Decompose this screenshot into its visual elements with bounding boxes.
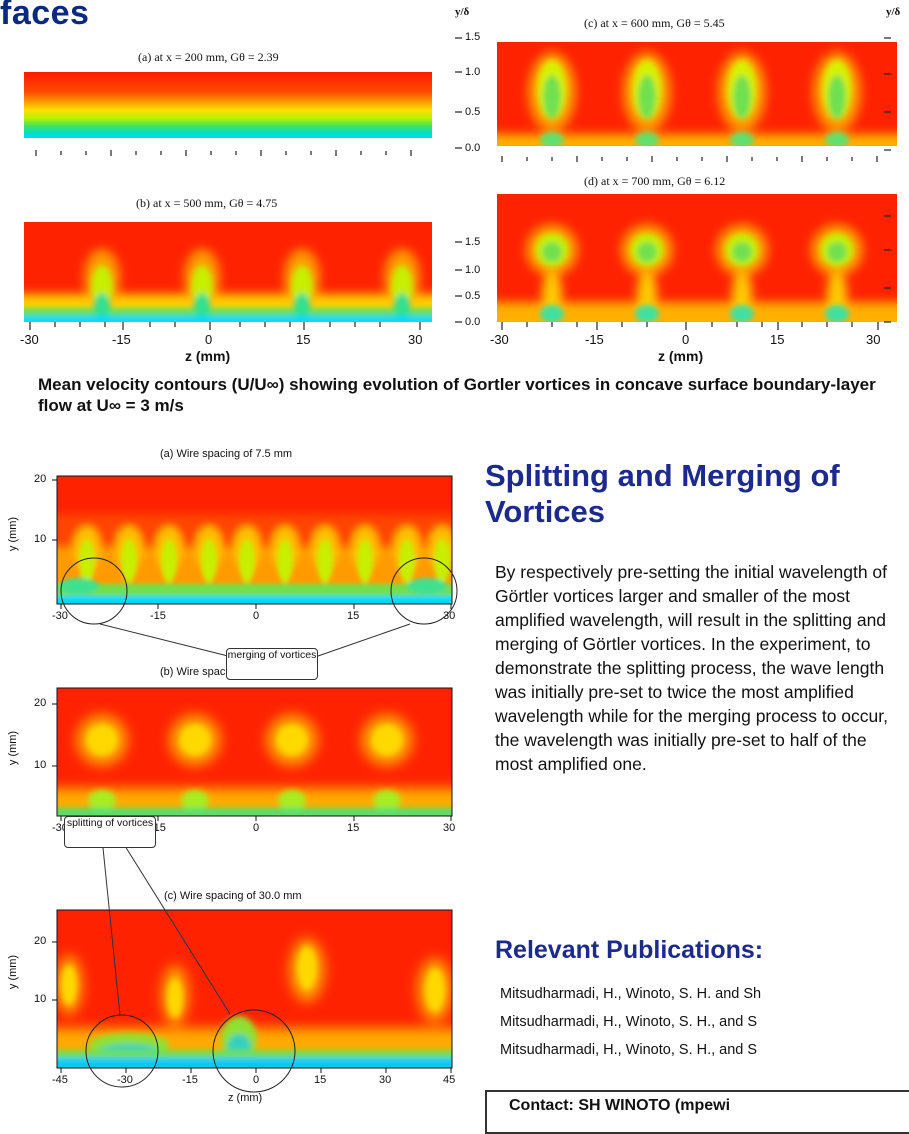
- section-body: By respectively pre-setting the initial …: [495, 562, 888, 774]
- bottom-figure-axes: [52, 475, 458, 1093]
- top-x-axis-title-left: z (mm): [185, 348, 231, 364]
- contour-plot-b: [24, 222, 432, 322]
- y-tick: 1.0: [465, 264, 481, 276]
- panel-d-label: (d) at x = 700 mm, Gθ = 6.12: [584, 174, 726, 188]
- x-tick: 15: [314, 1074, 327, 1086]
- merging-callout: merging of vortices: [226, 648, 318, 680]
- y-tick: 1.0: [465, 66, 481, 78]
- y-axis-title-a: y (mm): [7, 516, 20, 552]
- y-tick: 0.5: [465, 290, 481, 302]
- wire-contour-b: [57, 688, 452, 816]
- y-tick: 1.5: [465, 31, 481, 43]
- publication-item[interactable]: Mitsudharmadi, H., Winoto, S. H. and Sh: [500, 986, 762, 1002]
- x-tick: -30: [52, 822, 68, 834]
- y-tick: 20: [34, 473, 47, 485]
- figure-caption: Mean velocity contours (U/U∞) showing ev…: [38, 375, 876, 415]
- y-axis-title-b: y (mm): [7, 730, 20, 766]
- y-tick: 10: [34, 993, 47, 1005]
- top-figure: (a) at x = 200 mm, Gθ = 2.39 (b) at x = …: [0, 0, 909, 372]
- y-axis-title-c: y (mm): [7, 954, 20, 990]
- contact-text[interactable]: Contact: SH WINOTO (mpewi: [509, 1097, 731, 1114]
- x-tick: 45: [443, 1074, 456, 1086]
- section-heading: Splitting and Merging of Vortices: [485, 458, 840, 529]
- contour-plot-c: [497, 42, 897, 146]
- y-tick: 10: [34, 533, 47, 545]
- x-tick: 0: [253, 610, 260, 622]
- x-tick: -15: [182, 1074, 198, 1086]
- top-x-axis-title-right: z (mm): [658, 348, 704, 364]
- x-tick: 30: [379, 1074, 392, 1086]
- publication-item[interactable]: Mitsudharmadi, H., Winoto, S. H., and S: [500, 1042, 758, 1058]
- x-tick: 30: [443, 610, 456, 622]
- contact-box: Contact: SH WINOTO (mpewi: [485, 1090, 909, 1134]
- top-y-axis-title-right: y/δ: [886, 6, 901, 18]
- x-tick: 30: [408, 332, 423, 347]
- x-tick: -30: [20, 332, 39, 347]
- x-tick: 15: [347, 610, 360, 622]
- x-tick: 0: [682, 332, 690, 347]
- x-tick: 0: [253, 1074, 260, 1086]
- x-tick: 15: [770, 332, 785, 347]
- x-tick: -30: [117, 1074, 133, 1086]
- wire-panel-c-label: (c) Wire spacing of 30.0 mm: [164, 890, 302, 902]
- wire-contour-c: [57, 910, 452, 1068]
- contour-plot-a: [24, 72, 432, 138]
- x-tick: -15: [150, 610, 166, 622]
- x-tick: -30: [52, 610, 68, 622]
- panel-c-label: (c) at x = 600 mm, Gθ = 5.45: [584, 16, 725, 30]
- splitting-callout: splitting of vortices: [64, 816, 156, 848]
- wire-panel-a-label: (a) Wire spacing of 7.5 mm: [160, 448, 293, 460]
- bottom-x-axis-title: z (mm): [228, 1092, 263, 1104]
- y-tick: 20: [34, 697, 47, 709]
- x-tick: 15: [347, 822, 360, 834]
- y-tick: 20: [34, 935, 47, 947]
- publication-item[interactable]: Mitsudharmadi, H., Winoto, S. H., and S: [500, 1014, 758, 1030]
- x-tick: -15: [585, 332, 604, 347]
- poster-title: faces: [0, 0, 90, 32]
- top-figure-axes: [29, 37, 891, 330]
- panel-a-label: (a) at x = 200 mm, Gθ = 2.39: [138, 50, 279, 64]
- x-tick: -45: [52, 1074, 68, 1086]
- top-y-axis-title-left: y/δ: [455, 6, 470, 18]
- wire-contour-a: [57, 476, 452, 604]
- y-tick: 0.0: [465, 142, 481, 154]
- x-tick: -15: [112, 332, 131, 347]
- bottom-figure: (a) Wire spacing of 7.5 mm: [0, 440, 470, 1119]
- publications-heading: Relevant Publications:: [495, 936, 764, 964]
- panel-b-label: (b) at x = 500 mm, Gθ = 4.75: [136, 196, 278, 210]
- x-tick: 0: [253, 822, 260, 834]
- x-tick: 15: [296, 332, 311, 347]
- y-tick: 1.5: [465, 236, 481, 248]
- contour-plot-d: [497, 194, 897, 322]
- y-tick: 10: [34, 759, 47, 771]
- y-tick: 0.5: [465, 106, 481, 118]
- y-tick: 0.0: [465, 316, 481, 328]
- x-tick: 30: [866, 332, 881, 347]
- x-tick: -30: [490, 332, 509, 347]
- x-tick: 30: [443, 822, 456, 834]
- x-tick: 0: [205, 332, 213, 347]
